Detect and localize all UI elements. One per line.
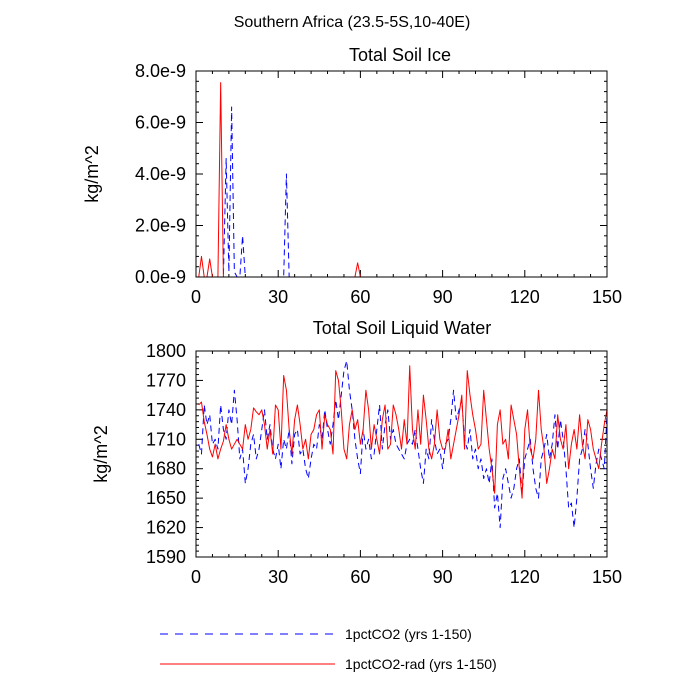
y-tick-label: 1800 <box>146 341 186 361</box>
y-tick-label: 2.0e-9 <box>135 216 186 236</box>
y-tick-label: 1590 <box>146 547 186 567</box>
y-axis-label-soil-liquid-water: kg/m^2 <box>91 425 111 482</box>
y-tick-label: 1770 <box>146 370 186 390</box>
series-line-1pctco2-rad <box>198 365 608 499</box>
legend-label-1pctco2: 1pctCO2 (yrs 1-150) <box>345 626 472 642</box>
x-tick-label: 150 <box>592 567 622 587</box>
x-tick-label: 60 <box>350 567 370 587</box>
y-tick-label: 1710 <box>146 429 186 449</box>
series-line-1pctco2 <box>198 360 608 529</box>
plot-frame-soil-liquid-water <box>195 350 608 558</box>
x-tick-label: 30 <box>268 567 288 587</box>
tick-group-soil-ice <box>195 70 608 278</box>
x-tick-label: 0 <box>191 567 201 587</box>
plot-frame-soil-ice <box>195 70 608 278</box>
x-tick-label: 60 <box>350 287 370 307</box>
figure-title: Southern Africa (23.5-5S,10-40E) <box>234 14 471 31</box>
y-tick-label: 1650 <box>146 488 186 508</box>
legend-label-1pctco2-rad: 1pctCO2-rad (yrs 1-150) <box>345 656 497 672</box>
y-axis-label-soil-ice: kg/m^2 <box>82 145 102 202</box>
x-tick-label: 120 <box>510 287 540 307</box>
x-tick-label: 0 <box>191 287 201 307</box>
y-tick-label: 1620 <box>146 518 186 538</box>
tick-labels-soil-ice: 0 30 60 90 120 150 0.0e-9 2.0e-9 4.0e-9 6.0e-9 8.0… <box>135 61 622 307</box>
series-group-soil-ice <box>196 82 607 278</box>
y-tick-label: 8.0e-9 <box>135 61 186 81</box>
panel-title-soil-liquid-water: Total Soil Liquid Water <box>313 318 491 338</box>
legend: 1pctCO2 (yrs 1-150) 1pctCO2-rad (yrs 1-1… <box>160 626 497 672</box>
y-tick-label: 1740 <box>146 400 186 420</box>
y-tick-label: 6.0e-9 <box>135 113 186 133</box>
y-tick-label: 0.0e-9 <box>135 267 186 287</box>
series-line-1pctco2-rad <box>196 82 607 278</box>
panel-soil-ice: Total Soil Ice 0 30 60 90 120 150 0.0e-9 2.0e-9… <box>82 45 622 307</box>
series-line-1pctco2 <box>196 106 607 278</box>
x-tick-label: 120 <box>510 567 540 587</box>
tick-labels-soil-liquid-water: 0 30 60 90 120 150 1590 1620 1650 1680 1710 1740 177… <box>146 341 622 587</box>
y-tick-label: 1680 <box>146 459 186 479</box>
panel-title-soil-ice: Total Soil Ice <box>349 45 451 65</box>
x-tick-label: 90 <box>433 287 453 307</box>
series-group-soil-liquid-water <box>198 360 608 529</box>
x-tick-label: 150 <box>592 287 622 307</box>
x-tick-label: 30 <box>268 287 288 307</box>
x-tick-label: 90 <box>433 567 453 587</box>
y-tick-label: 4.0e-9 <box>135 164 186 184</box>
panel-soil-liquid-water: Total Soil Liquid Water 0 30 60 90 120 150 159… <box>91 318 622 587</box>
